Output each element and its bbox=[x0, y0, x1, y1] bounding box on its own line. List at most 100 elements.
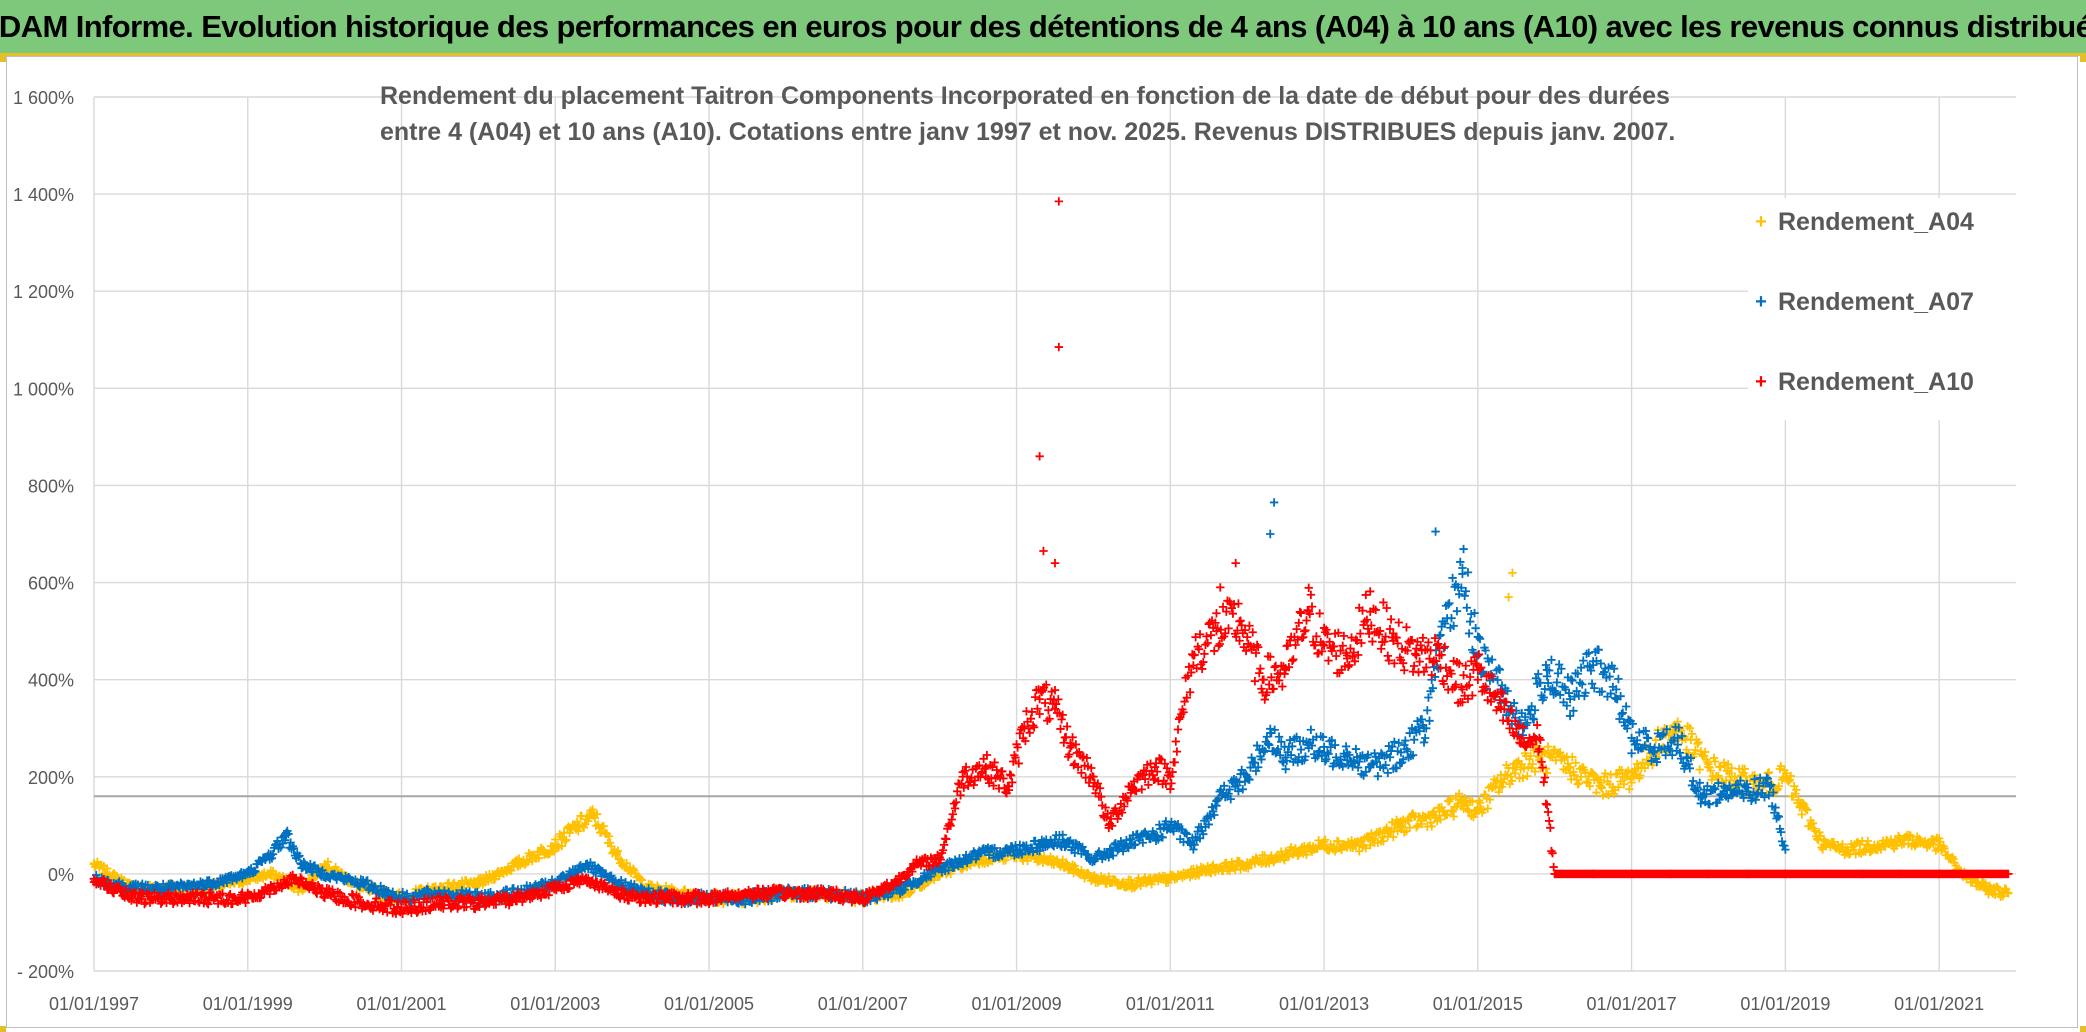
point-a04 bbox=[1542, 768, 1552, 778]
point-a04 bbox=[2003, 888, 2012, 897]
point-a07 bbox=[1635, 728, 1644, 737]
point-a04 bbox=[1269, 858, 1278, 867]
point-a04 bbox=[1540, 748, 1550, 758]
corner-mark-right bbox=[2080, 56, 2086, 62]
point-a04 bbox=[1810, 826, 1820, 836]
point-a04 bbox=[1774, 782, 1783, 791]
point-a04 bbox=[1564, 763, 1574, 772]
point-a10 bbox=[1545, 816, 1554, 826]
point-a04 bbox=[1951, 861, 1960, 870]
point-a04 bbox=[1429, 807, 1439, 816]
series-a04-points bbox=[89, 568, 2013, 909]
point-a04 bbox=[1849, 845, 1858, 854]
point-a04 bbox=[1061, 858, 1071, 867]
point-a07 bbox=[251, 867, 260, 876]
point-a04 bbox=[102, 864, 112, 873]
point-a04 bbox=[1366, 841, 1375, 850]
point-a10 bbox=[1171, 737, 1181, 746]
point-a10 bbox=[1400, 666, 1409, 675]
point-a04 bbox=[1713, 773, 1722, 782]
point-a04 bbox=[574, 826, 583, 836]
point-a04 bbox=[1375, 827, 1385, 836]
point-a04 bbox=[1417, 819, 1427, 829]
point-a04 bbox=[1627, 778, 1636, 787]
point-a04 bbox=[1412, 823, 1421, 832]
point-a07 bbox=[457, 886, 467, 895]
point-a04 bbox=[323, 857, 333, 867]
point-a04 bbox=[1523, 771, 1532, 781]
outlier-point-a04 bbox=[1504, 592, 1513, 602]
point-a04 bbox=[1404, 816, 1413, 826]
point-a04 bbox=[1574, 779, 1584, 788]
point-a04 bbox=[1232, 862, 1241, 871]
point-a04 bbox=[1397, 822, 1407, 832]
point-a04 bbox=[1673, 717, 1682, 726]
point-a10 bbox=[1295, 607, 1305, 617]
point-a04 bbox=[1382, 823, 1391, 832]
point-a10 bbox=[1331, 651, 1341, 661]
point-a07 bbox=[1464, 629, 1474, 638]
point-a04 bbox=[1104, 872, 1114, 881]
corner-mark-left bbox=[0, 56, 6, 62]
point-a07 bbox=[473, 887, 482, 897]
point-a10 bbox=[1236, 616, 1245, 625]
corner-mark-bottom-right bbox=[2080, 1026, 2086, 1032]
point-a10 bbox=[1402, 623, 1411, 632]
point-a04 bbox=[1716, 762, 1725, 772]
point-a04 bbox=[1798, 798, 1808, 808]
point-a04 bbox=[1293, 851, 1302, 861]
point-a07 bbox=[1419, 738, 1429, 747]
point-a07 bbox=[573, 868, 582, 877]
point-a04 bbox=[905, 888, 915, 898]
point-a04 bbox=[1291, 844, 1300, 853]
point-a04 bbox=[1361, 843, 1371, 853]
point-a04 bbox=[560, 836, 570, 846]
point-a10 bbox=[1368, 637, 1377, 646]
point-a07 bbox=[1417, 715, 1427, 724]
point-a04 bbox=[1714, 771, 1723, 781]
point-a04 bbox=[1619, 779, 1629, 789]
point-a07 bbox=[486, 887, 495, 897]
point-a04 bbox=[1925, 841, 1934, 850]
point-a04 bbox=[507, 866, 516, 875]
point-a04 bbox=[1727, 763, 1736, 773]
point-a04 bbox=[1393, 826, 1402, 836]
point-a04 bbox=[1070, 861, 1079, 871]
point-a04 bbox=[245, 876, 255, 886]
point-a04 bbox=[607, 842, 616, 851]
outlier-point-a04 bbox=[1508, 568, 1517, 578]
point-a10 bbox=[1424, 638, 1433, 647]
point-a04 bbox=[1710, 757, 1720, 766]
point-a07 bbox=[1409, 735, 1419, 744]
point-a10 bbox=[1383, 651, 1392, 661]
point-a04 bbox=[1876, 845, 1886, 854]
chart-frame bbox=[6, 56, 2078, 1028]
point-a04 bbox=[1929, 840, 1938, 849]
point-a04 bbox=[1576, 772, 1586, 781]
point-a10 bbox=[1113, 814, 1122, 824]
point-a07 bbox=[299, 857, 308, 867]
point-a04 bbox=[1446, 794, 1455, 804]
point-a10 bbox=[1234, 599, 1243, 608]
point-a07 bbox=[205, 876, 214, 885]
point-a04 bbox=[562, 835, 571, 845]
point-a04 bbox=[1687, 729, 1697, 739]
point-a04 bbox=[1838, 840, 1847, 849]
point-a04 bbox=[1648, 761, 1657, 770]
point-a07 bbox=[541, 877, 550, 886]
point-a04 bbox=[1493, 776, 1502, 785]
point-a04 bbox=[1118, 877, 1128, 886]
point-a04 bbox=[1582, 777, 1591, 786]
point-a04 bbox=[1556, 748, 1565, 757]
point-a07 bbox=[440, 886, 449, 895]
outlier-point-a07 bbox=[1431, 527, 1440, 536]
point-a10 bbox=[1212, 609, 1221, 618]
point-a04 bbox=[1949, 854, 1958, 864]
point-a04 bbox=[1147, 880, 1156, 889]
point-a07 bbox=[284, 829, 293, 839]
point-a10 bbox=[1206, 630, 1216, 640]
point-a07 bbox=[153, 881, 162, 891]
point-a10 bbox=[1548, 848, 1557, 858]
point-a04 bbox=[534, 853, 544, 863]
